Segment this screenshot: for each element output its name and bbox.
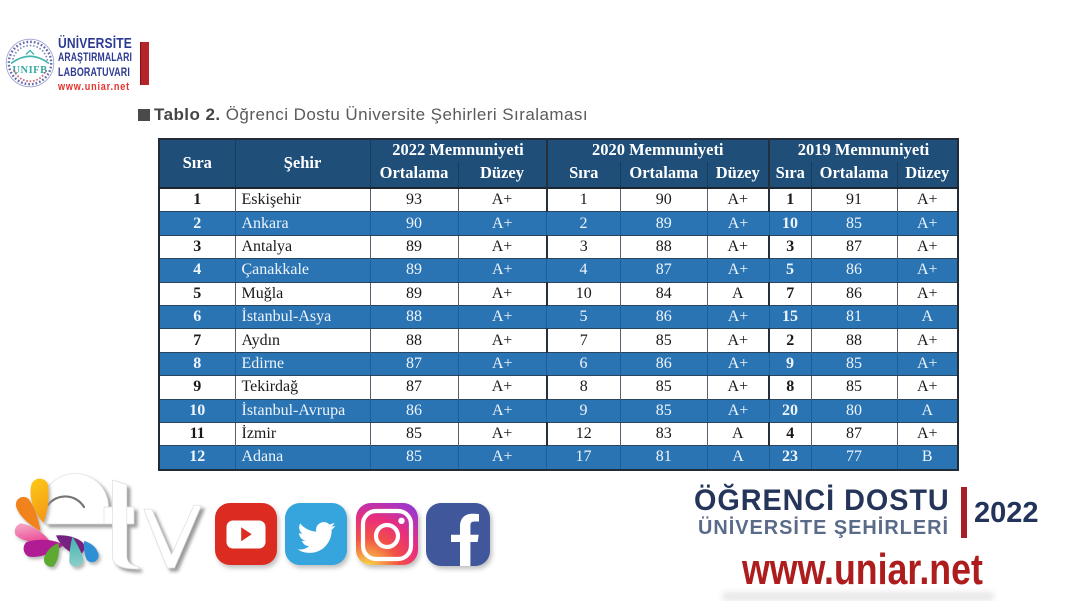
- svg-text:UNIFB: UNIFB: [12, 65, 47, 76]
